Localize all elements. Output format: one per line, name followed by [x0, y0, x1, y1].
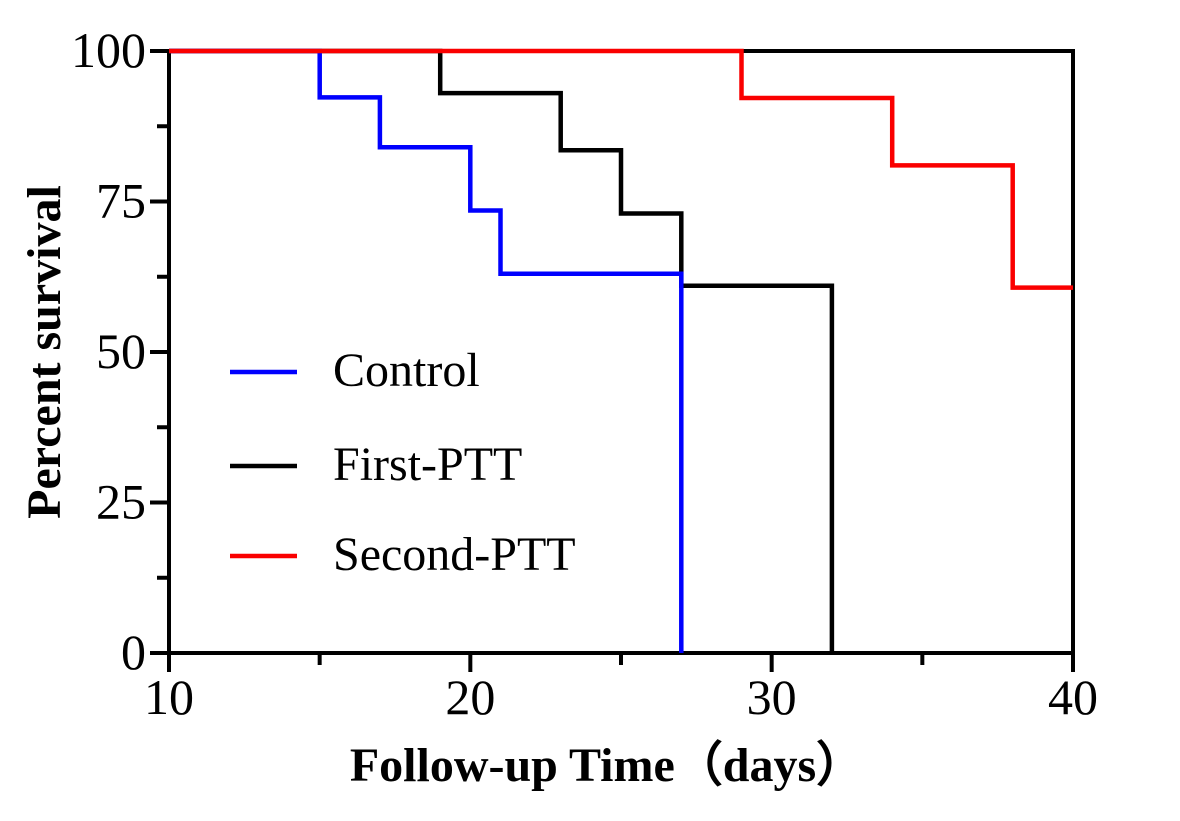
- legend-label-second-ptt: Second-PTT: [333, 528, 576, 581]
- series-line-first-ptt: [169, 48, 835, 653]
- x-tick-label: 20: [445, 669, 495, 725]
- y-tick-label: 0: [121, 624, 146, 680]
- legend: Control First-PTT Second-PTT: [230, 344, 576, 581]
- legend-label-control: Control: [333, 344, 480, 397]
- legend-item-control: Control: [230, 344, 480, 397]
- x-tick-label: 40: [1048, 669, 1098, 725]
- y-axis-title: Percent survival: [18, 185, 71, 519]
- y-tick-label: 75: [96, 173, 146, 229]
- x-tick-label: 10: [144, 669, 194, 725]
- legend-item-first-ptt: First-PTT: [230, 438, 522, 491]
- axis-frame: [167, 49, 1075, 655]
- y-tick-label: 25: [96, 474, 146, 530]
- y-tick-label: 100: [71, 22, 146, 78]
- x-axis-title: Follow-up Time（days）: [350, 739, 864, 792]
- series-line-second-ptt: [169, 48, 1073, 290]
- legend-item-second-ptt: Second-PTT: [230, 528, 576, 581]
- series-line-control: [169, 48, 684, 653]
- x-tick-label: 30: [747, 669, 797, 725]
- y-tick-label: 50: [96, 323, 146, 379]
- plot-area: 10 20 30 40 0 25 50 75 100: [71, 22, 1098, 725]
- legend-label-first-ptt: First-PTT: [333, 438, 522, 491]
